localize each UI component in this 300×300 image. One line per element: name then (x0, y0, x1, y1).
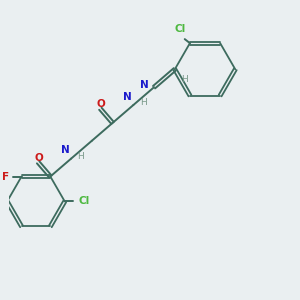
Text: H: H (77, 152, 84, 161)
Text: Cl: Cl (174, 24, 185, 34)
Text: H: H (140, 98, 146, 107)
Text: N: N (123, 92, 132, 102)
Text: N: N (61, 145, 70, 155)
Text: O: O (34, 153, 43, 163)
Text: O: O (97, 99, 105, 110)
Text: H: H (181, 74, 188, 83)
Text: Cl: Cl (78, 196, 89, 206)
Text: N: N (140, 80, 149, 90)
Text: F: F (2, 172, 9, 182)
